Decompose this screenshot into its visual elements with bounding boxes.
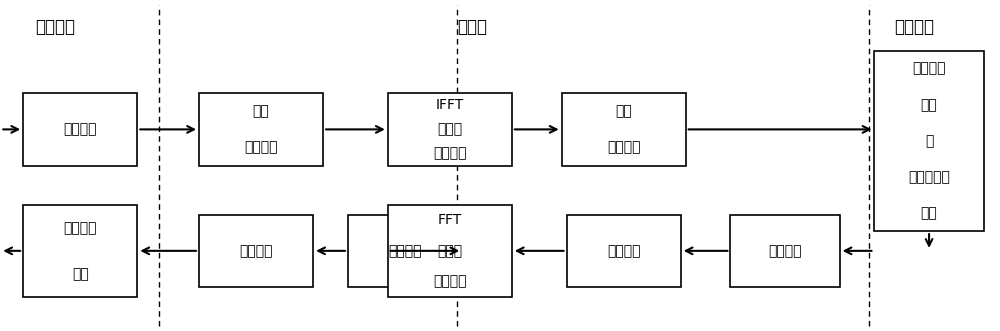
Text: 频域导频: 频域导频 [244,140,278,155]
Bar [567,215,681,287]
Bar [388,93,512,166]
Text: 频域估计: 频域估计 [768,244,802,258]
Text: 时域估计: 时域估计 [388,244,422,258]
Text: 多载波: 多载波 [437,122,462,136]
Text: IFFT: IFFT [436,98,464,112]
Text: 与: 与 [925,134,933,148]
Bar [562,93,686,166]
Text: 多载波: 多载波 [437,244,462,258]
Bar [874,51,984,231]
Bar [388,205,512,297]
Text: 空间多径: 空间多径 [912,62,946,76]
Text: 插入: 插入 [615,104,632,118]
Text: 时域校正: 时域校正 [239,244,273,258]
Bar [23,93,137,166]
Bar [23,205,137,297]
Text: FFT: FFT [438,213,462,227]
Text: 数据符号: 数据符号 [64,122,97,136]
Text: 域变换: 域变换 [457,18,487,36]
Text: 正交解调: 正交解调 [433,274,467,289]
Bar [730,215,840,287]
Text: 频域校正: 频域校正 [607,244,640,258]
Text: 干扰: 干扰 [921,98,937,112]
Bar [199,93,323,166]
Text: 移动多普勒: 移动多普勒 [908,170,950,184]
Text: 原始数据: 原始数据 [35,18,75,36]
Text: 传输信道: 传输信道 [894,18,934,36]
Bar [199,215,313,287]
Text: 干扰: 干扰 [921,206,937,220]
Text: 插入: 插入 [253,104,269,118]
Text: 数据符号: 数据符号 [64,221,97,235]
Bar [348,215,462,287]
Text: 解帧: 解帧 [72,267,89,281]
Text: 正交调制: 正交调制 [433,146,467,161]
Text: 时域导频: 时域导频 [607,140,640,155]
